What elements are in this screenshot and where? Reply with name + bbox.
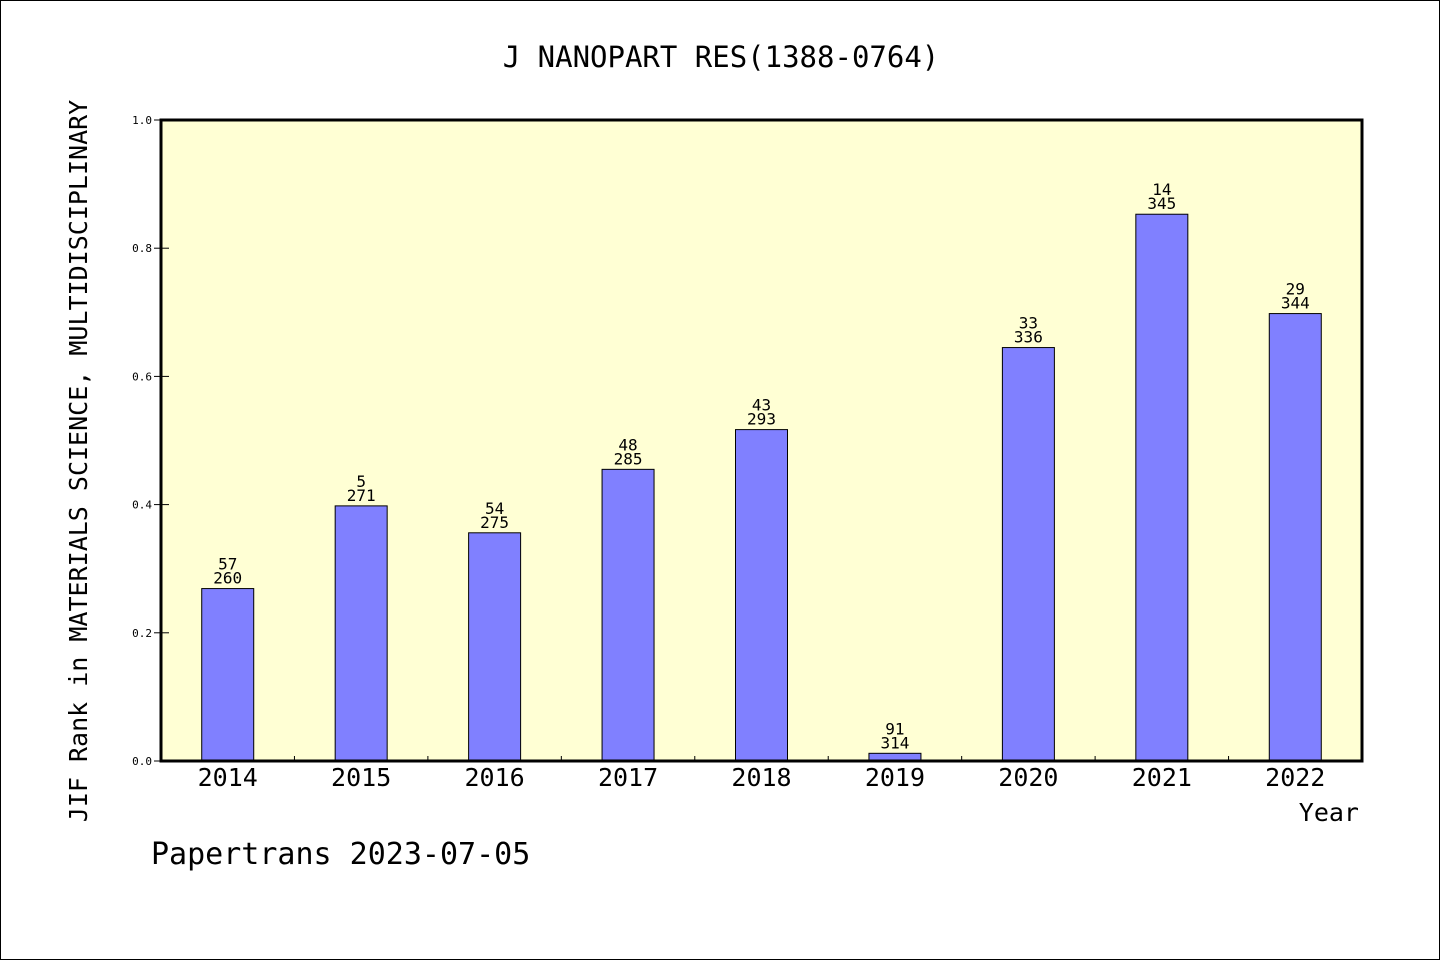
y-tick-label-4: 0.8 [132,242,152,255]
footer-note: Papertrans 2023-07-05 [151,837,530,872]
total-label-2014: 260 [213,569,242,588]
y-tick-label-0: 0.0 [132,755,152,768]
x-tick-label-2014: 2014 [198,763,258,792]
total-label-2018: 293 [747,410,776,429]
x-axis: 2014 2015 2016 2017 2018 2019 2020 2021 2022 [198,756,1325,792]
rank-label-2022: 29 [1286,280,1305,299]
y-tick-label-2: 0.4 [132,499,152,512]
rank-label-2020: 33 [1019,314,1038,333]
plot-frame [159,118,1364,763]
rank-label-2018: 43 [752,396,771,415]
bar-2018 [735,429,788,762]
bar-2021 [1135,213,1189,762]
rank-label-2017: 48 [618,435,637,454]
chart-title: J NANOPART RES(1388-0764) [503,40,940,74]
x-tick-label-2019: 2019 [865,763,925,792]
bar-2022 [1268,313,1322,762]
total-label-2021: 345 [1147,194,1176,213]
bar-2017 [601,468,655,762]
rank-label-2021: 14 [1152,180,1171,199]
bar-2015 [334,505,388,762]
total-label-2019: 314 [880,733,909,752]
bars [201,213,1322,762]
rank-label-2019: 91 [885,719,904,738]
rank-label-2014: 57 [218,555,237,574]
total-label-2016: 275 [480,513,509,532]
total-label-2022: 344 [1281,294,1310,313]
x-tick-label-2015: 2015 [331,763,391,792]
x-axis-label: Year [1299,798,1359,827]
x-tick-label-2018: 2018 [731,763,791,792]
total-label-2017: 285 [614,449,643,468]
x-tick-label-2022: 2022 [1265,763,1325,792]
y-tick-label-5: 1.0 [132,114,152,127]
bar-2014 [201,588,255,762]
y-tick-label-1: 0.2 [132,627,152,640]
total-label-2020: 336 [1014,328,1043,347]
x-tick-label-2016: 2016 [465,763,525,792]
x-tick-label-2020: 2020 [998,763,1058,792]
y-axis-label: JIF Rank in MATERIALS SCIENCE, MULTIDISC… [64,100,93,822]
x-tick-label-2017: 2017 [598,763,658,792]
bar-2016 [468,532,522,762]
bar-2020 [1001,347,1055,762]
x-tick-label-2021: 2021 [1132,763,1192,792]
y-tick-label-3: 0.6 [132,370,152,383]
total-label-2015: 271 [347,486,376,505]
y-axis: 0.0 0.2 0.4 0.6 0.8 1.0 [132,114,169,768]
rank-label-2015: 5 [356,472,366,491]
rank-label-2016: 54 [485,499,504,518]
